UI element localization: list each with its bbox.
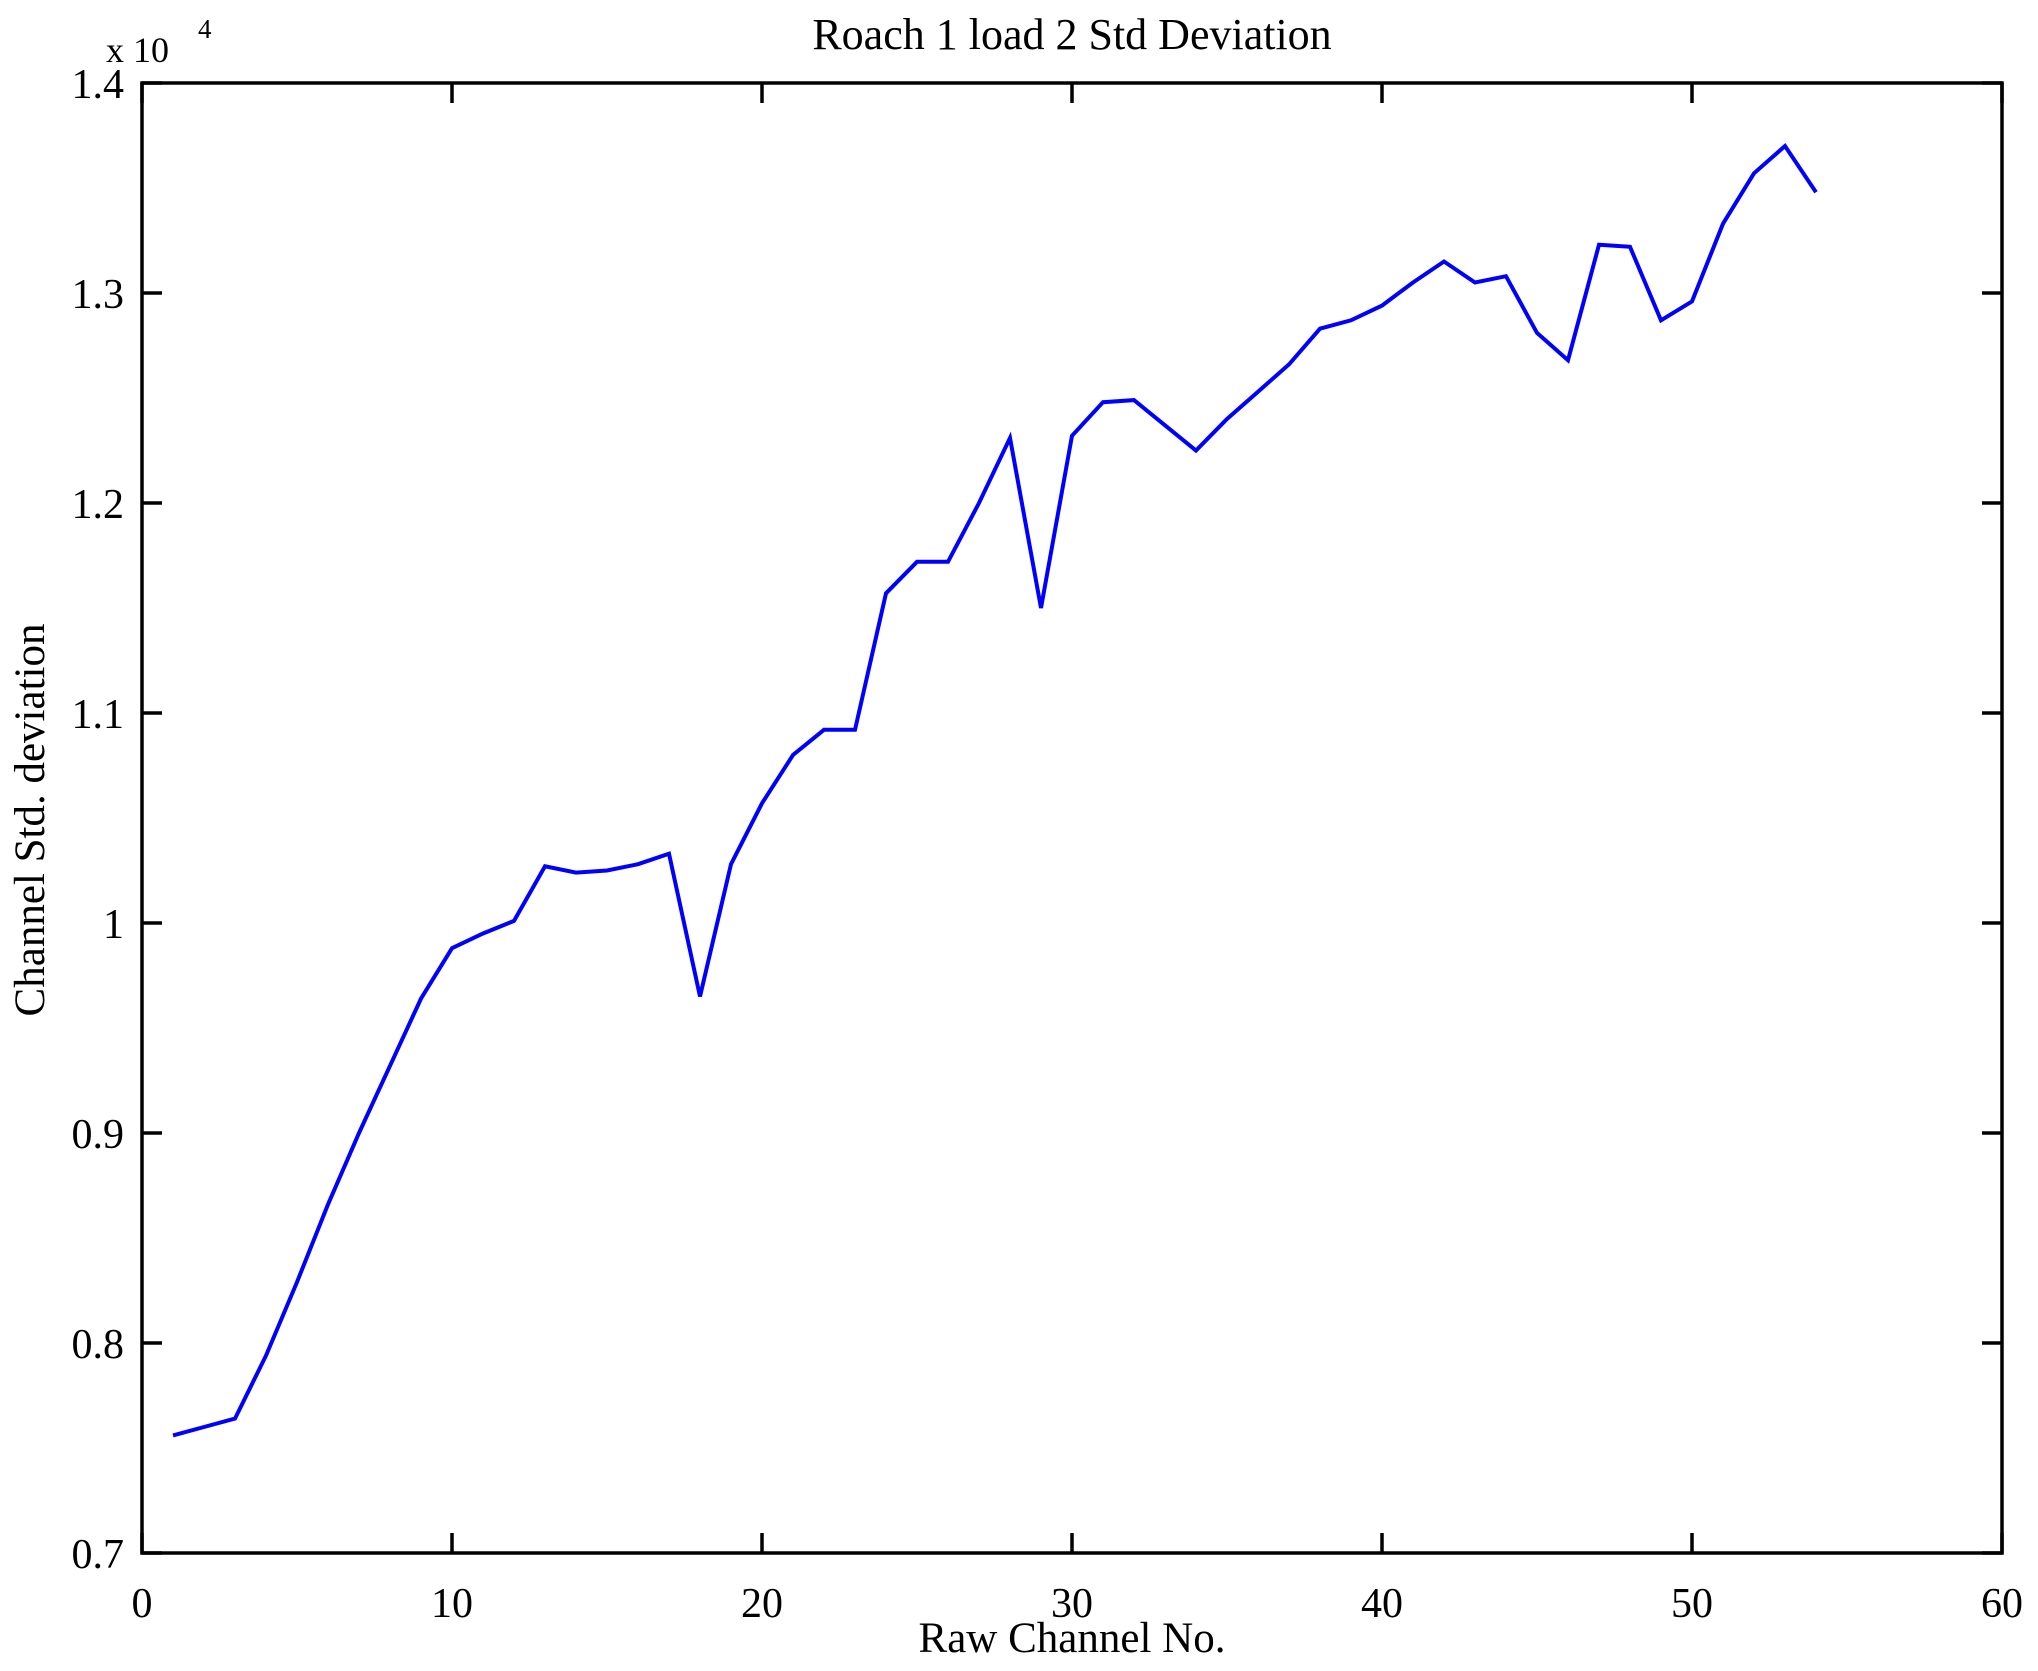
x-tick-label: 40 <box>1361 1581 1403 1627</box>
y-tick-label: 1.2 <box>72 482 125 528</box>
series-layer <box>172 142 1818 1438</box>
x-tick-label: 50 <box>1671 1581 1713 1627</box>
y-tick-label: 0.7 <box>72 1532 125 1578</box>
x-axis-label: Raw Channel No. <box>919 1615 1226 1662</box>
y-tick-label: 0.8 <box>72 1322 125 1368</box>
y-scale-exponent: 4 <box>198 14 212 44</box>
y-tick-label: 1 <box>103 902 124 948</box>
y-tick-label: 1.3 <box>72 272 125 318</box>
ticks-layer: 0 10 20 30 40 50 60 0.7 0.8 0.9 1 1.1 1.2 1.3 1.4 <box>72 62 2024 1627</box>
plot-axes-box <box>140 81 2004 1555</box>
y-axis-label: Channel Std. deviation <box>7 624 54 1017</box>
y-tick-label: 0.9 <box>72 1112 125 1158</box>
x-tick-label: 10 <box>431 1581 473 1627</box>
chart-title: Roach 1 load 2 Std Deviation <box>812 10 1331 59</box>
y-tick-label: 1.4 <box>72 62 125 108</box>
x-tick-label: 30 <box>1051 1581 1093 1627</box>
data-series-line <box>172 142 1818 1438</box>
x-tick-label: 0 <box>132 1581 153 1627</box>
y-scale-label: x 10 <box>106 30 169 70</box>
x-tick-label: 60 <box>1981 1581 2023 1627</box>
x-tick-label: 20 <box>741 1581 783 1627</box>
y-tick-label: 1.1 <box>72 692 125 738</box>
